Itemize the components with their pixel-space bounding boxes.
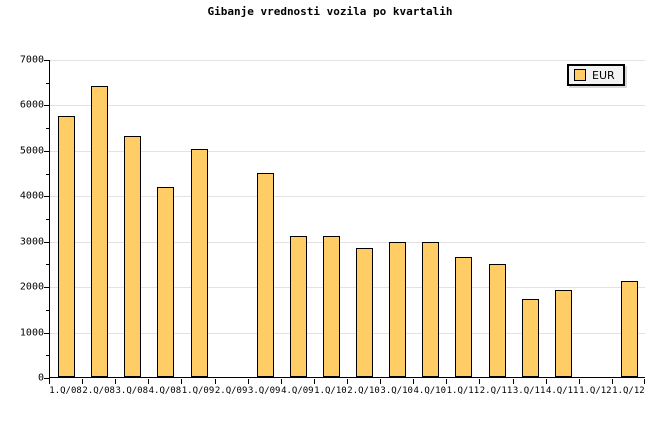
x-tick — [181, 379, 183, 384]
x-tick — [479, 379, 481, 384]
x-tick-label: 2.Q/10 — [347, 386, 380, 396]
x-tick — [49, 379, 50, 384]
y-tick-major — [44, 150, 50, 152]
bar[interactable] — [91, 86, 109, 377]
y-tick-minor — [46, 82, 50, 84]
x-tick — [82, 379, 84, 384]
bar[interactable] — [455, 257, 473, 377]
x-tick-label: 4.Q/09 — [281, 386, 314, 396]
gridline — [50, 105, 645, 107]
chart-title: Gibanje vrednosti vozila po kvartalih — [207, 5, 453, 18]
x-tick-label: 1.Q/08 — [49, 386, 82, 396]
y-tick-label: 1000 — [19, 327, 44, 339]
x-tick-label: 2.Q/11 — [479, 386, 513, 396]
x-tick-label: 1.Q/09 — [181, 386, 215, 396]
y-tick-label: 6000 — [19, 99, 44, 111]
y-tick-major — [44, 60, 50, 61]
x-tick — [380, 379, 382, 384]
y-axis-ticks — [0, 60, 50, 379]
y-tick-major — [44, 287, 50, 289]
y-tick-major — [44, 332, 50, 334]
y-tick-minor — [46, 309, 50, 311]
y-tick-minor — [46, 264, 50, 266]
legend-label-eur: EUR — [592, 68, 615, 82]
y-tick-label: 2000 — [19, 281, 44, 293]
x-tick — [115, 379, 117, 384]
y-axis-labels: 0 1000 2000 3000 4000 5000 6000 7000 — [0, 55, 44, 384]
y-tick-minor — [46, 173, 50, 175]
x-tick — [545, 379, 547, 384]
y-tick-label: 4000 — [19, 190, 44, 202]
x-tick — [611, 379, 613, 384]
x-tick — [280, 379, 282, 384]
y-tick-major — [44, 196, 50, 198]
x-tick-label: 1.Q/11 — [446, 386, 480, 396]
y-tick-minor — [46, 128, 50, 130]
x-tick-label: 3.Q/10 — [380, 386, 413, 396]
bar[interactable] — [554, 290, 572, 377]
y-tick-label: 0 — [37, 372, 44, 384]
x-axis-ticks — [49, 379, 645, 385]
bar[interactable] — [356, 247, 374, 377]
x-tick — [313, 379, 315, 384]
y-tick-major — [44, 105, 50, 107]
bar[interactable] — [190, 148, 208, 377]
bar[interactable] — [157, 187, 175, 377]
legend[interactable]: EUR — [567, 64, 625, 86]
x-tick — [578, 379, 580, 384]
gridline — [50, 60, 645, 61]
x-tick — [214, 379, 216, 384]
bar[interactable] — [521, 298, 539, 377]
x-tick-label: 1.Q/12 — [579, 386, 612, 396]
x-tick-label: 1.Q/12 — [612, 386, 645, 396]
y-tick-label: 5000 — [19, 145, 44, 157]
x-axis-labels: 1.Q/08 2.Q/08 3.Q/08 4.Q/08 1.Q/09 2.Q/09 3.Q/… — [0, 386, 660, 404]
x-tick-label: 1.Q/10 — [314, 386, 347, 396]
x-tick-label: 4.Q/10 — [413, 386, 447, 396]
bar[interactable] — [389, 242, 407, 377]
legend-swatch-eur — [574, 69, 586, 81]
y-tick-minor — [46, 219, 50, 220]
x-tick-label: 3.Q/11 — [512, 386, 546, 396]
y-tick-major — [44, 241, 50, 243]
bar[interactable] — [488, 263, 506, 377]
x-tick — [347, 379, 348, 384]
bar[interactable] — [322, 236, 340, 377]
x-tick — [247, 379, 249, 384]
bar[interactable] — [124, 136, 142, 377]
bar[interactable] — [620, 281, 638, 377]
y-tick-label: 3000 — [19, 236, 44, 248]
x-tick — [148, 379, 150, 384]
x-tick — [413, 379, 415, 384]
bar[interactable] — [58, 115, 76, 377]
x-tick-label: 2.Q/08 — [82, 386, 115, 396]
x-tick — [512, 379, 514, 384]
x-tick-label: 4.Q/08 — [148, 386, 182, 396]
bar[interactable] — [289, 236, 307, 377]
bar[interactable] — [422, 242, 440, 377]
plot-area — [49, 60, 645, 378]
y-tick-major — [44, 378, 50, 379]
bar[interactable] — [256, 173, 274, 377]
x-tick — [446, 379, 448, 384]
y-tick-label: 7000 — [19, 54, 44, 66]
x-tick-label: 3.Q/09 — [247, 386, 281, 396]
x-tick-label: 2.Q/09 — [214, 386, 248, 396]
x-tick — [644, 379, 645, 384]
x-tick-label: 4.Q/11 — [545, 386, 579, 396]
y-tick-minor — [46, 355, 50, 357]
x-tick-label: 3.Q/08 — [115, 386, 149, 396]
